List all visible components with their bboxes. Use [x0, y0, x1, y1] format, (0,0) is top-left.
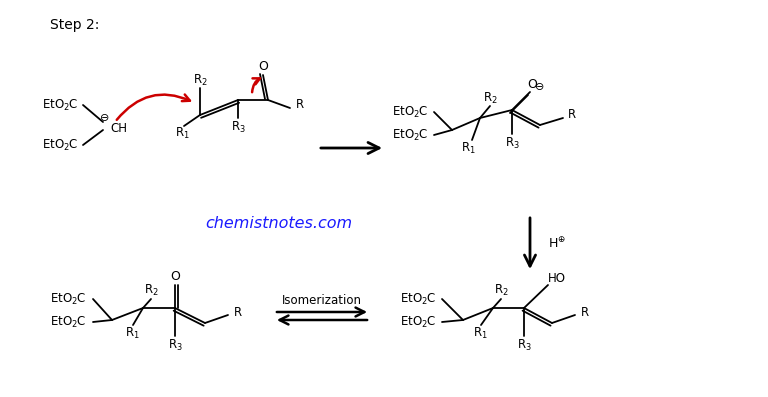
Text: Step 2:: Step 2: [50, 18, 99, 32]
Text: chemistnotes.com: chemistnotes.com [205, 216, 352, 231]
Text: R$_2$: R$_2$ [144, 282, 158, 297]
Text: R$_3$: R$_3$ [230, 119, 246, 135]
Text: CH: CH [110, 121, 127, 135]
Text: EtO$_2$C: EtO$_2$C [42, 97, 78, 113]
Text: R: R [581, 306, 589, 318]
Text: R$_2$: R$_2$ [482, 91, 498, 106]
Text: R$_2$: R$_2$ [494, 282, 508, 297]
Text: R$_3$: R$_3$ [505, 135, 519, 150]
Text: EtO$_2$C: EtO$_2$C [400, 291, 436, 306]
Text: R$_3$: R$_3$ [517, 337, 531, 353]
Text: EtO$_2$C: EtO$_2$C [50, 314, 87, 330]
Text: H$^{\oplus}$: H$^{\oplus}$ [548, 235, 566, 251]
Text: R: R [296, 98, 304, 112]
Text: ⊖: ⊖ [101, 113, 110, 123]
Text: R$_1$: R$_1$ [461, 141, 475, 156]
Text: R$_1$: R$_1$ [124, 326, 139, 341]
Text: EtO$_2$C: EtO$_2$C [400, 314, 436, 330]
Text: R$_3$: R$_3$ [167, 337, 183, 353]
Text: HO: HO [548, 272, 566, 285]
Text: R$_1$: R$_1$ [174, 125, 190, 141]
FancyArrowPatch shape [252, 78, 260, 92]
Text: R: R [568, 108, 576, 121]
Text: R$_2$: R$_2$ [193, 72, 207, 88]
Text: Isomerization: Isomerization [282, 293, 362, 306]
Text: R: R [234, 306, 242, 318]
Text: O: O [170, 270, 180, 283]
Text: R$_1$: R$_1$ [472, 326, 488, 341]
FancyArrowPatch shape [117, 94, 190, 120]
Text: EtO$_2$C: EtO$_2$C [42, 137, 78, 152]
Text: O: O [527, 79, 537, 91]
Text: EtO$_2$C: EtO$_2$C [50, 291, 87, 306]
Text: EtO$_2$C: EtO$_2$C [392, 127, 429, 143]
Text: O: O [258, 60, 268, 73]
Text: ⊖: ⊖ [535, 82, 545, 92]
Text: EtO$_2$C: EtO$_2$C [392, 104, 429, 119]
